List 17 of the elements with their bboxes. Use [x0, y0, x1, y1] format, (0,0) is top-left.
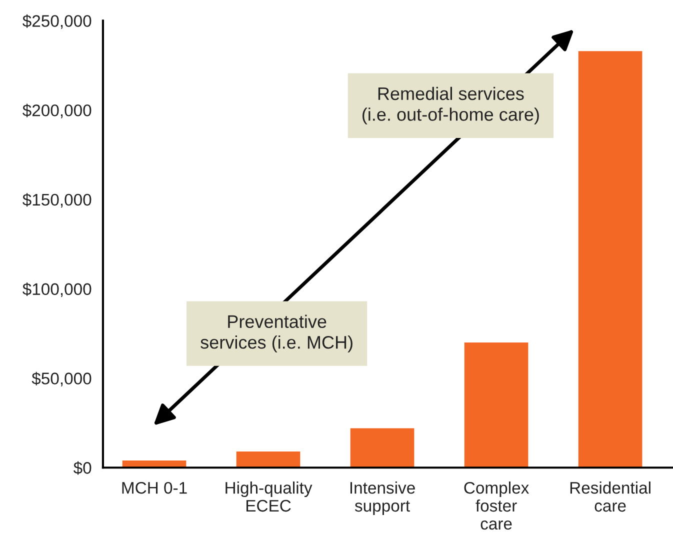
- y-tick-label: $50,000: [32, 372, 92, 386]
- x-tick-label: MCH 0-1: [122, 482, 187, 494]
- x-tick-label: High-quality ECEC: [226, 482, 312, 512]
- y-tick-label: $150,000: [22, 193, 92, 208]
- annotation: Remedial services (i.e. out-of-home care): [362, 86, 539, 124]
- bar: [464, 342, 528, 468]
- bar: [350, 428, 414, 468]
- x-tick-label: Residential care: [570, 482, 650, 512]
- y-tick-label: $200,000: [22, 104, 92, 118]
- annotation: Preventative services (i.e. MCH): [200, 314, 352, 352]
- bar: [236, 452, 300, 468]
- bar: [578, 51, 642, 468]
- y-tick-label: $0: [74, 461, 92, 475]
- y-tick-label: $100,000: [22, 282, 92, 298]
- x-tick-label: Intensive support: [350, 482, 415, 515]
- x-tick-label: Complex foster care: [464, 482, 529, 530]
- y-tick-label: $250,000: [22, 14, 92, 29]
